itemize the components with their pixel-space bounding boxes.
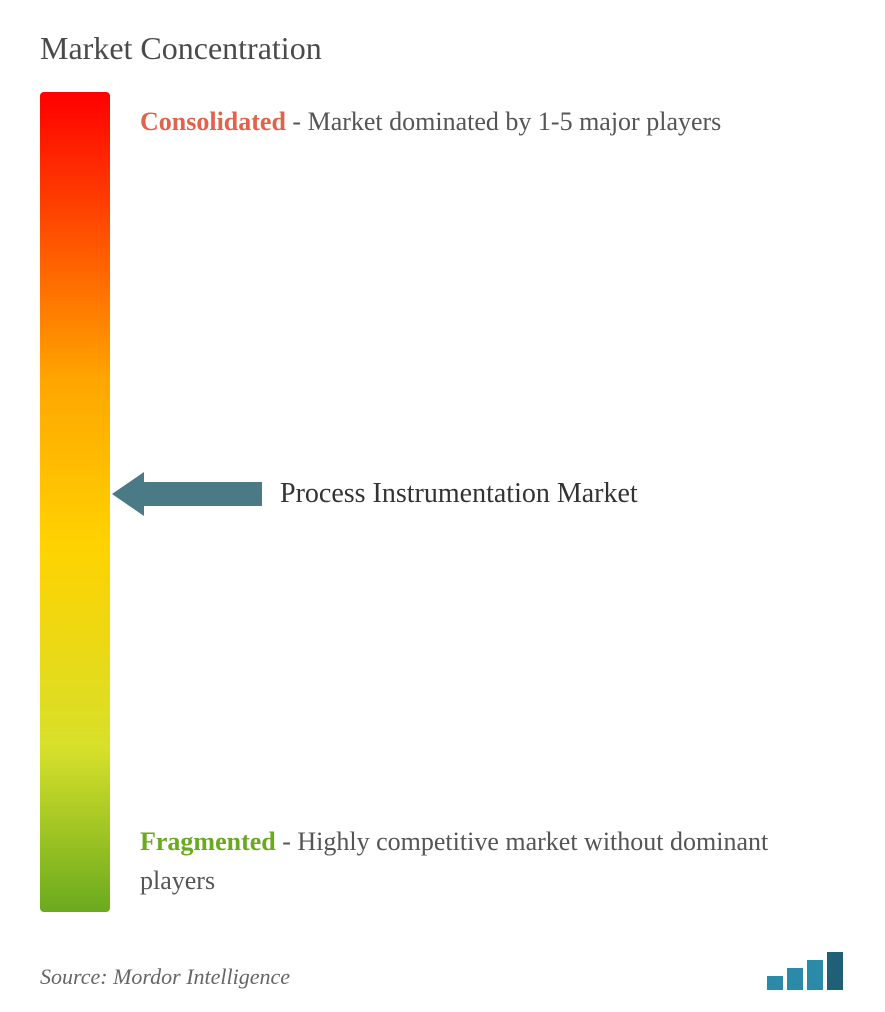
concentration-gradient-bar [40,92,110,912]
market-pointer: Process Instrumentation Market [112,472,638,516]
infographic-container: Market Concentration Consolidated - Mark… [0,0,885,1012]
mordor-logo [767,952,845,990]
consolidated-description: - Market dominated by 1-5 major players [292,107,721,136]
logo-bar [767,976,783,990]
consolidated-label: Consolidated - Market dominated by 1-5 m… [140,102,825,141]
chart-area: Consolidated - Market dominated by 1-5 m… [40,92,845,912]
logo-bar [827,952,843,990]
arrow-left-icon [112,472,262,516]
logo-bar [787,968,803,990]
footer: Source: Mordor Intelligence [40,952,845,990]
chart-title: Market Concentration [40,30,845,67]
fragmented-label: Fragmented - Highly competitive market w… [140,822,825,900]
pointer-arrow [112,472,262,516]
fragmented-highlight: Fragmented [140,827,276,856]
logo-bar [807,960,823,990]
consolidated-highlight: Consolidated [140,107,286,136]
source-text: Source: Mordor Intelligence [40,964,290,990]
pointer-label: Process Instrumentation Market [280,478,638,510]
